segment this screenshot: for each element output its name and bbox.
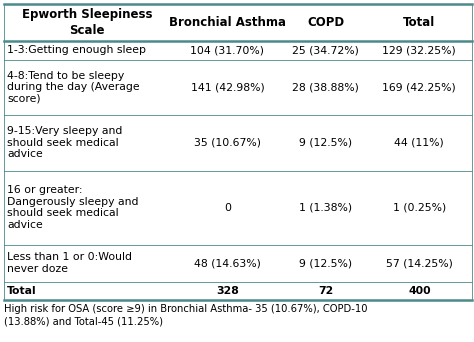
Text: COPD: COPD: [307, 16, 344, 29]
Text: 28 (38.88%): 28 (38.88%): [292, 82, 359, 92]
Text: Bronchial Asthma: Bronchial Asthma: [169, 16, 286, 29]
Text: 0: 0: [224, 202, 231, 212]
Text: Epworth Sleepiness
Scale: Epworth Sleepiness Scale: [22, 8, 152, 37]
Text: 1-3:Getting enough sleep: 1-3:Getting enough sleep: [7, 45, 146, 55]
Text: 141 (42.98%): 141 (42.98%): [191, 82, 264, 92]
Text: 35 (10.67%): 35 (10.67%): [194, 138, 261, 148]
Text: Less than 1 or 0:Would
never doze: Less than 1 or 0:Would never doze: [7, 252, 132, 274]
Text: Total: Total: [7, 286, 36, 296]
Text: 1 (0.25%): 1 (0.25%): [393, 202, 446, 212]
Text: 9 (12.5%): 9 (12.5%): [299, 138, 352, 148]
Text: 129 (32.25%): 129 (32.25%): [383, 45, 456, 55]
Text: 400: 400: [408, 286, 431, 296]
Text: 1 (1.38%): 1 (1.38%): [299, 202, 352, 212]
Text: 44 (11%): 44 (11%): [394, 138, 444, 148]
Text: 9-15:Very sleepy and
should seek medical
advice: 9-15:Very sleepy and should seek medical…: [7, 126, 122, 159]
Text: 48 (14.63%): 48 (14.63%): [194, 258, 261, 268]
Text: 4-8:Tend to be sleepy
during the day (Average
score): 4-8:Tend to be sleepy during the day (Av…: [7, 71, 140, 104]
Text: 169 (42.25%): 169 (42.25%): [383, 82, 456, 92]
Text: High risk for OSA (score ≥9) in Bronchial Asthma- 35 (10.67%), COPD-10
(13.88%) : High risk for OSA (score ≥9) in Bronchia…: [4, 304, 367, 326]
Text: Total: Total: [403, 16, 436, 29]
Text: 328: 328: [216, 286, 239, 296]
Text: 16 or greater:
Dangerously sleepy and
should seek medical
advice: 16 or greater: Dangerously sleepy and sh…: [7, 185, 138, 230]
Text: 104 (31.70%): 104 (31.70%): [191, 45, 264, 55]
Text: 25 (34.72%): 25 (34.72%): [292, 45, 359, 55]
Text: 72: 72: [318, 286, 333, 296]
Text: 9 (12.5%): 9 (12.5%): [299, 258, 352, 268]
Text: 57 (14.25%): 57 (14.25%): [386, 258, 453, 268]
